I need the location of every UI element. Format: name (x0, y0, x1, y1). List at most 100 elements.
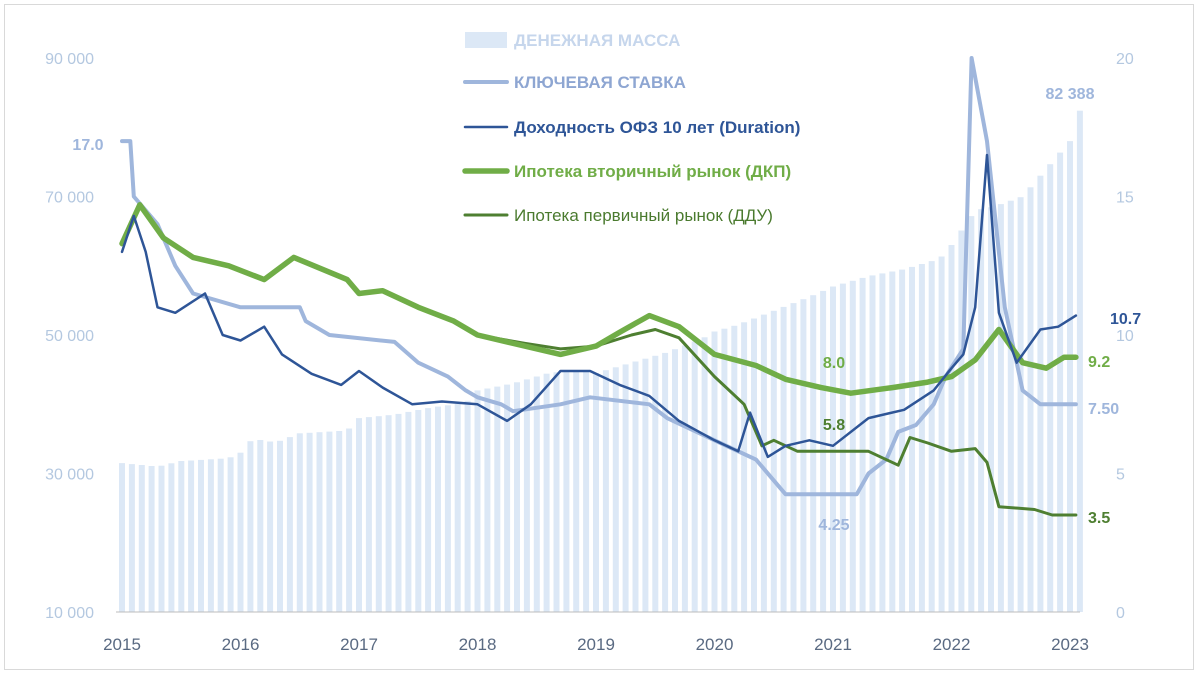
money-supply-bar (573, 370, 580, 612)
money-supply-bar (523, 379, 530, 612)
money-supply-bar (632, 361, 639, 612)
data-label-key_rate: 17.0 (72, 137, 103, 154)
money-supply-bar (514, 382, 520, 612)
money-supply-bar (296, 433, 303, 612)
money-supply-bar (326, 431, 333, 612)
money-supply-bar (869, 275, 876, 612)
y-right-tick-label: 10 (1116, 328, 1134, 345)
money-supply-bar (741, 322, 748, 612)
y-left-tick-label: 10 000 (45, 605, 94, 622)
money-supply-bar (504, 384, 511, 612)
legend-label-key-rate: КЛЮЧЕВАЯ СТАВКА (514, 73, 686, 92)
money-supply-bar (188, 460, 195, 612)
money-supply-bar (168, 463, 175, 612)
money-supply-bar (593, 373, 599, 612)
money-supply-bar (435, 406, 441, 612)
money-supply-bar (859, 277, 866, 612)
money-supply-bar (760, 314, 767, 612)
chart-frame (4, 4, 1194, 670)
data-label-ofz_10y: 10.7 (1110, 311, 1141, 328)
data-label-mortgage_primary: 3.5 (1088, 510, 1110, 527)
money-supply-bar (918, 264, 925, 612)
series-lines (119, 56, 1079, 517)
money-supply-bar (1047, 164, 1054, 612)
x-tick-label: 2016 (222, 635, 260, 654)
money-supply-bar (1027, 187, 1034, 613)
money-supply-bar (385, 415, 392, 612)
money-supply-bar (810, 295, 817, 612)
x-tick-label: 2021 (814, 635, 852, 654)
money-supply-bar (652, 355, 659, 612)
money-supply-bar (1067, 141, 1073, 612)
y-left-tick-label: 50 000 (45, 328, 94, 345)
money-supply-bar (207, 459, 214, 612)
y-right-tick-label: 0 (1116, 605, 1125, 622)
x-tick-label: 2015 (103, 635, 141, 654)
money-supply-bar (662, 352, 669, 612)
data-label-mortgage_primary: 5.8 (823, 417, 845, 434)
money-supply-bar (770, 310, 777, 612)
money-supply-bar (553, 372, 560, 612)
money-supply-bar (375, 416, 382, 612)
data-label-money_supply: 82 388 (1046, 86, 1095, 103)
money-supply-bar (879, 273, 886, 612)
money-supply-bar (948, 245, 955, 612)
money-supply-bar (1007, 200, 1014, 612)
key-rate-line (120, 56, 1078, 497)
money-supply-bar (247, 441, 254, 612)
money-supply-bar (415, 410, 422, 612)
money-supply-bar (444, 405, 451, 612)
money-supply-bar (119, 463, 125, 612)
legend-label-mortgage-secondary: Ипотека вторичный рынок (ДКП) (514, 162, 791, 181)
legend-label-money-supply: ДЕНЕЖНАЯ МАССА (514, 31, 680, 50)
x-tick-label: 2019 (577, 635, 615, 654)
money-supply-bar (494, 386, 501, 612)
money-supply-bar (899, 269, 906, 612)
money-supply-bar (405, 411, 412, 612)
money-supply-bar (968, 216, 975, 612)
money-supply-bar (365, 417, 372, 612)
money-supply-bar (751, 318, 757, 612)
money-supply-bar (563, 371, 570, 612)
money-supply-bar (1037, 175, 1044, 612)
money-supply-bar (642, 358, 649, 612)
legend-swatch-money-supply (465, 32, 507, 48)
money-supply-bar (780, 306, 787, 612)
money-supply-bar (286, 437, 293, 612)
data-labels: 17.0 82 388 10.7 9.2 7.50 8.0 5.8 4.25 3.5 (72, 86, 1141, 534)
mortgage-primary-line (476, 328, 1078, 517)
money-supply-bar (938, 256, 945, 612)
money-supply-bar (454, 403, 461, 612)
mortgage-secondary-line (119, 202, 1079, 396)
data-label-mortgage_secondary: 9.2 (1088, 354, 1110, 371)
money-supply-bar (691, 341, 698, 612)
legend: ДЕНЕЖНАЯ МАССА КЛЮЧЕВАЯ СТАВКА Доходность … (462, 31, 800, 225)
money-supply-bar (849, 280, 856, 612)
money-supply-bar (988, 207, 994, 613)
money-supply-bar (474, 390, 481, 612)
money-supply-bar (346, 428, 353, 612)
ofz-10y-line (120, 153, 1078, 459)
money-supply-bar (178, 461, 185, 612)
money-supply-bar (158, 465, 165, 612)
legend-label-ofz-10y: Доходность ОФЗ 10 лет (Duration) (514, 118, 800, 137)
data-label-key_rate: 4.25 (818, 517, 849, 534)
money-supply-bar (277, 440, 283, 612)
money-supply-bar (306, 432, 313, 612)
money-supply-bar (711, 331, 718, 612)
money-supply-bar (316, 432, 323, 612)
money-supply-bar (997, 204, 1004, 612)
money-supply-bar (790, 303, 797, 612)
money-supply-bar (681, 345, 688, 612)
money-supply-bar (237, 452, 244, 612)
money-supply-bar (227, 457, 234, 612)
x-tick-label: 2023 (1051, 635, 1089, 654)
money-supply-bar (138, 465, 145, 612)
money-supply-bar (336, 431, 343, 612)
money-supply-bar (721, 328, 728, 612)
money-supply-bar (1057, 152, 1064, 612)
money-supply-bar (701, 337, 708, 612)
money-supply-bar (395, 413, 402, 612)
